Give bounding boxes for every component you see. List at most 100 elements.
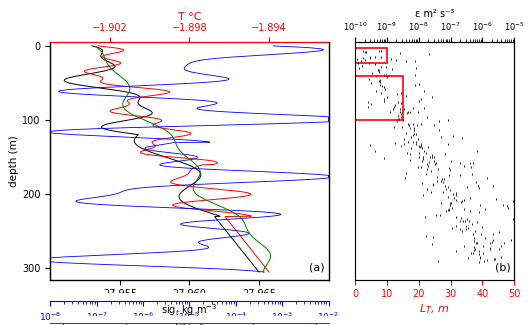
Point — [351, 76, 359, 82]
Point — [394, 99, 402, 105]
Point — [427, 95, 436, 100]
Point — [411, 83, 419, 88]
Point — [456, 173, 464, 178]
Point — [510, 235, 518, 240]
Point — [462, 224, 470, 229]
Point — [490, 256, 498, 261]
Point — [395, 50, 404, 56]
Point — [433, 259, 441, 264]
Point — [415, 143, 423, 149]
Point — [396, 111, 405, 116]
Point — [402, 170, 411, 176]
Point — [417, 146, 426, 151]
Point — [399, 118, 408, 123]
Point — [395, 116, 403, 121]
Point — [376, 54, 385, 59]
Point — [411, 141, 420, 147]
Point — [479, 243, 488, 248]
Point — [364, 104, 373, 109]
Point — [428, 241, 436, 247]
Point — [423, 114, 431, 119]
Point — [409, 105, 418, 110]
Point — [500, 240, 508, 245]
Point — [382, 72, 390, 78]
Point — [481, 207, 489, 212]
Point — [418, 181, 427, 186]
Point — [470, 229, 479, 234]
Point — [419, 157, 427, 162]
Point — [365, 143, 374, 148]
Point — [417, 164, 426, 170]
Point — [400, 141, 409, 147]
Point — [436, 213, 445, 218]
Point — [409, 121, 418, 126]
Point — [395, 109, 404, 114]
Point — [388, 107, 397, 112]
Point — [472, 241, 481, 246]
Point — [485, 240, 494, 246]
Point — [439, 180, 447, 185]
Point — [444, 142, 453, 147]
Point — [462, 185, 471, 190]
Point — [494, 230, 503, 235]
Point — [466, 251, 475, 256]
Point — [438, 176, 446, 182]
Point — [489, 237, 497, 242]
Point — [422, 171, 430, 176]
Point — [391, 102, 399, 107]
Point — [380, 156, 388, 161]
Point — [459, 219, 467, 224]
Point — [472, 179, 480, 184]
Point — [446, 187, 454, 192]
Text: (a): (a) — [309, 262, 325, 272]
Point — [353, 57, 361, 62]
Point — [368, 71, 376, 76]
Point — [475, 260, 483, 265]
Point — [449, 134, 457, 139]
Point — [504, 205, 513, 210]
Point — [452, 214, 461, 220]
Point — [410, 131, 418, 136]
Point — [370, 61, 379, 67]
Point — [443, 207, 452, 212]
Point — [510, 257, 518, 262]
Point — [403, 122, 412, 127]
Point — [456, 215, 465, 221]
Point — [357, 58, 365, 64]
Point — [396, 90, 405, 96]
Point — [441, 186, 450, 191]
Point — [410, 126, 419, 131]
Point — [510, 253, 518, 258]
Point — [375, 67, 383, 72]
Point — [419, 192, 428, 198]
Point — [428, 155, 437, 160]
Point — [377, 49, 386, 54]
Point — [455, 161, 464, 166]
Point — [452, 248, 461, 254]
Point — [375, 77, 384, 82]
Point — [372, 73, 380, 79]
Point — [462, 216, 471, 222]
Point — [397, 144, 405, 149]
Point — [466, 209, 474, 214]
Point — [380, 97, 388, 102]
Point — [365, 76, 374, 82]
Point — [471, 247, 479, 252]
Point — [366, 56, 374, 61]
Point — [425, 159, 434, 164]
Point — [444, 185, 453, 190]
Point — [480, 258, 488, 264]
Point — [476, 232, 485, 237]
Point — [371, 55, 379, 60]
Point — [351, 93, 359, 98]
Point — [379, 73, 388, 78]
Point — [470, 245, 478, 250]
Point — [489, 231, 497, 236]
Point — [392, 57, 401, 62]
Point — [393, 92, 401, 97]
Point — [476, 254, 484, 259]
Point — [445, 172, 453, 177]
Point — [367, 102, 376, 107]
Point — [402, 58, 410, 63]
Point — [460, 163, 468, 169]
